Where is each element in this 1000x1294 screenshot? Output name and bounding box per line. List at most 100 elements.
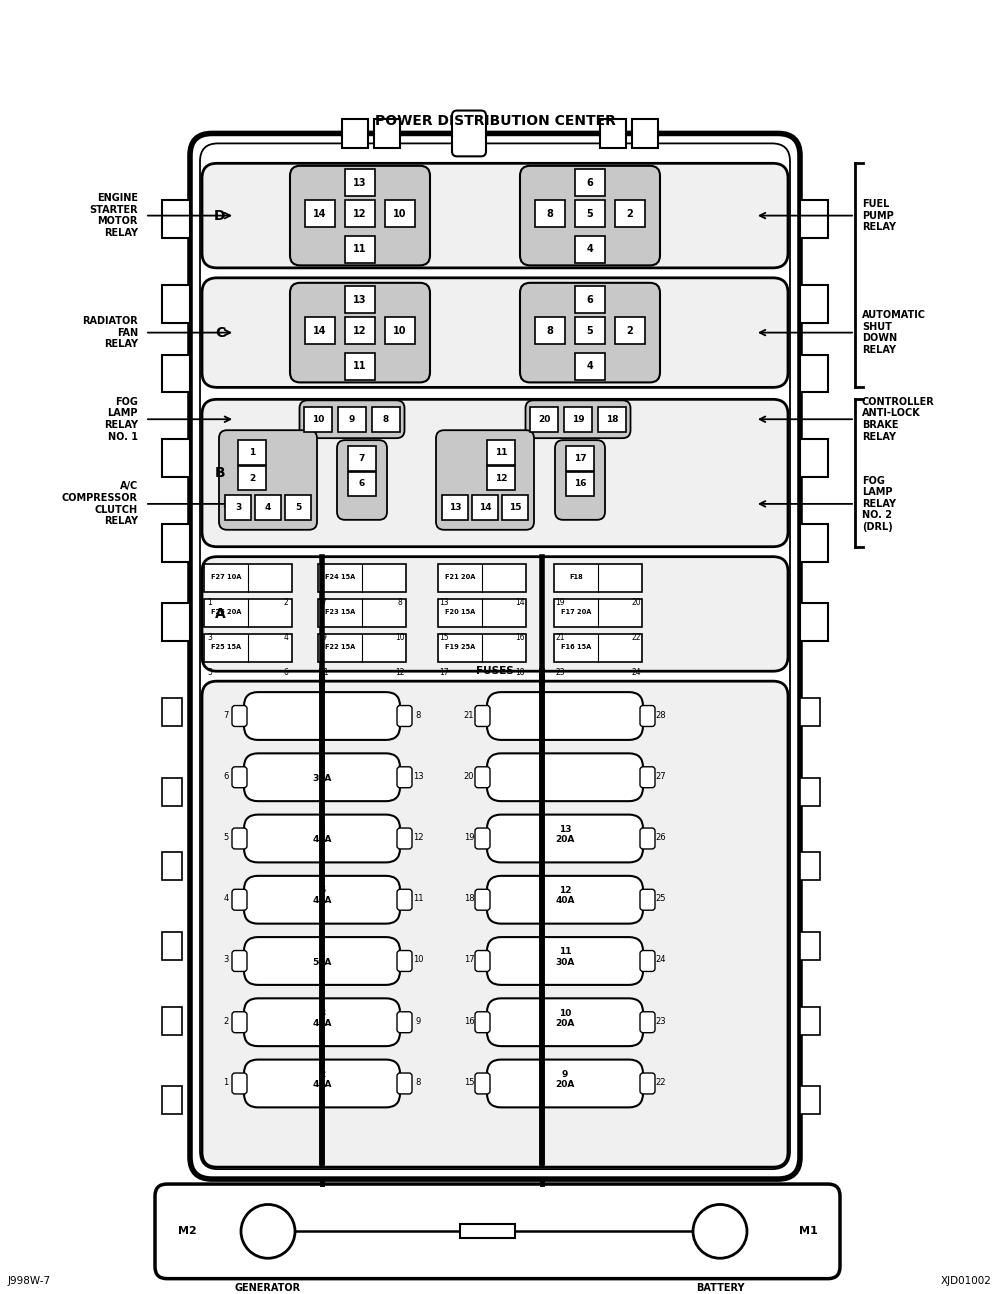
Text: 24: 24: [631, 668, 641, 677]
Bar: [800, 201, 828, 238]
FancyBboxPatch shape: [232, 767, 247, 788]
Bar: [800, 778, 820, 806]
Text: 21: 21: [555, 633, 565, 642]
Text: FUSES: FUSES: [476, 666, 514, 677]
Text: 10
20A: 10 20A: [555, 1008, 575, 1027]
FancyBboxPatch shape: [640, 1012, 655, 1033]
Text: 6: 6: [587, 295, 593, 305]
FancyBboxPatch shape: [640, 705, 655, 726]
Text: 5: 5: [587, 326, 593, 335]
Text: 11
30A: 11 30A: [555, 947, 575, 967]
Bar: [535, 317, 565, 344]
FancyBboxPatch shape: [232, 951, 247, 972]
Text: 12
40A: 12 40A: [555, 886, 575, 906]
Bar: [225, 496, 251, 520]
Text: J998W-7: J998W-7: [8, 1276, 51, 1286]
Text: 28: 28: [656, 710, 666, 719]
FancyBboxPatch shape: [436, 430, 534, 529]
Text: F16 15A: F16 15A: [561, 644, 591, 651]
FancyBboxPatch shape: [300, 400, 404, 439]
Text: 15: 15: [509, 503, 521, 512]
Text: BATTERY: BATTERY: [696, 1282, 744, 1293]
Text: 6
40A: 6 40A: [312, 824, 332, 844]
FancyBboxPatch shape: [244, 753, 400, 801]
Text: 12: 12: [353, 208, 367, 219]
Text: F19 25A: F19 25A: [445, 644, 475, 651]
FancyBboxPatch shape: [520, 283, 660, 383]
Text: 19: 19: [464, 833, 474, 842]
Text: 1: 1: [223, 1078, 229, 1087]
Bar: [535, 201, 565, 226]
Text: 22: 22: [631, 633, 641, 642]
Text: 10: 10: [413, 955, 423, 964]
FancyBboxPatch shape: [640, 889, 655, 910]
Text: 3
40A: 3 40A: [312, 1008, 332, 1027]
Text: 24: 24: [656, 955, 666, 964]
Text: 13: 13: [353, 295, 367, 305]
Text: 14: 14: [479, 503, 491, 512]
Bar: [318, 599, 406, 628]
Bar: [615, 317, 645, 344]
Bar: [345, 236, 375, 263]
Text: 11: 11: [353, 361, 367, 371]
FancyBboxPatch shape: [337, 440, 387, 520]
Bar: [487, 440, 515, 465]
Bar: [800, 697, 820, 726]
Text: FOG
LAMP
RELAY
NO. 2
(DRL): FOG LAMP RELAY NO. 2 (DRL): [862, 476, 896, 532]
Text: 11: 11: [413, 894, 423, 903]
Text: 3: 3: [223, 955, 229, 964]
Text: 9: 9: [415, 1017, 421, 1026]
Text: 9
20A: 9 20A: [555, 1070, 575, 1090]
FancyBboxPatch shape: [397, 889, 412, 910]
Bar: [800, 285, 828, 322]
Circle shape: [693, 1205, 747, 1258]
Bar: [162, 1007, 182, 1035]
FancyBboxPatch shape: [475, 705, 490, 726]
FancyBboxPatch shape: [555, 440, 605, 520]
Text: 7
30A: 7 30A: [312, 763, 332, 783]
Bar: [204, 634, 292, 663]
Bar: [162, 778, 182, 806]
Text: POWER DISTRIBUTION CENTER: POWER DISTRIBUTION CENTER: [375, 114, 615, 128]
FancyBboxPatch shape: [200, 144, 790, 1168]
Text: 8: 8: [547, 326, 553, 335]
Bar: [800, 853, 820, 880]
Text: 8: 8: [415, 1078, 421, 1087]
Circle shape: [241, 1205, 295, 1258]
Text: 1: 1: [249, 448, 255, 457]
Bar: [305, 201, 335, 226]
Bar: [348, 445, 376, 471]
Text: F26 20A: F26 20A: [211, 609, 241, 616]
FancyBboxPatch shape: [290, 166, 430, 265]
Text: 13
20A: 13 20A: [555, 824, 575, 844]
Text: 6: 6: [587, 177, 593, 188]
Bar: [162, 201, 190, 238]
Text: 14: 14: [515, 598, 525, 607]
Bar: [615, 201, 645, 226]
Text: 5
40A: 5 40A: [312, 886, 332, 906]
Text: 14: 14: [313, 208, 327, 219]
Text: F17 20A: F17 20A: [561, 609, 591, 616]
FancyBboxPatch shape: [640, 767, 655, 788]
Text: F22 15A: F22 15A: [325, 644, 355, 651]
Bar: [438, 634, 526, 663]
FancyBboxPatch shape: [244, 815, 400, 862]
Text: F23 15A: F23 15A: [325, 609, 355, 616]
Bar: [348, 471, 376, 497]
Bar: [566, 471, 594, 497]
Text: 3: 3: [235, 503, 241, 512]
Text: 12: 12: [413, 833, 423, 842]
Text: D: D: [214, 208, 226, 223]
Text: M1: M1: [799, 1227, 817, 1236]
Text: 18: 18: [464, 894, 474, 903]
Text: CONTROLLER
ANTI-LOCK
BRAKE
RELAY: CONTROLLER ANTI-LOCK BRAKE RELAY: [862, 397, 935, 441]
FancyBboxPatch shape: [487, 876, 643, 924]
Bar: [162, 1087, 182, 1114]
Text: 11: 11: [353, 245, 367, 255]
FancyBboxPatch shape: [244, 876, 400, 924]
Bar: [318, 634, 406, 663]
Text: 1: 1: [208, 598, 212, 607]
Text: 4
50A: 4 50A: [312, 947, 332, 967]
Text: 23: 23: [656, 1017, 666, 1026]
Bar: [554, 634, 642, 663]
